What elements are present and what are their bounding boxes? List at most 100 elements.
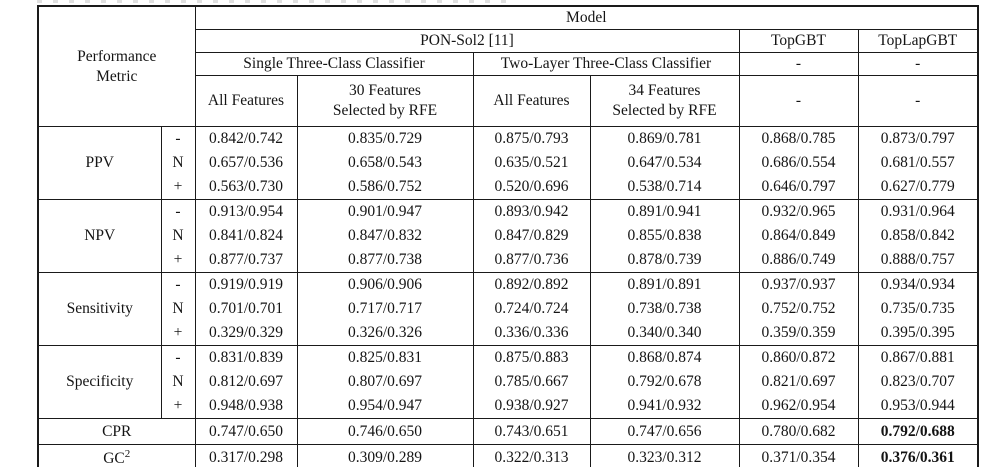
value-cell: 0.875/0.793 xyxy=(472,126,590,151)
value-cell: 0.868/0.785 xyxy=(738,126,858,151)
table-row: +0.877/0.737 0.877/0.738 0.877/0.736 0.878/… xyxy=(38,248,979,273)
value-cell: 0.326/0.326 xyxy=(296,321,473,346)
value-cell: 0.864/0.849 xyxy=(738,224,858,248)
value-cell: 0.913/0.954 xyxy=(194,199,297,224)
class-sign: - xyxy=(160,345,195,370)
table-row: Specificity -0.831/0.839 0.825/0.831 0.875/… xyxy=(37,345,979,419)
table-row: Sensitivity -0.919/0.919 0.906/0.906 0.892/… xyxy=(37,272,979,346)
header-single-classifier: Single Three-Class Classifier xyxy=(194,52,474,76)
cropped-caption-remnant xyxy=(37,0,507,3)
header-model: Model xyxy=(194,5,979,30)
value-cell: 0.878/0.739 xyxy=(589,248,739,273)
value-cell: 0.858/0.842 xyxy=(857,224,979,248)
value-cell: 0.841/0.824 xyxy=(194,224,297,248)
value-cell: 0.686/0.554 xyxy=(738,151,858,175)
value-cell: 0.724/0.724 xyxy=(472,297,590,321)
value-cell: 0.855/0.838 xyxy=(589,224,739,248)
value-cell: 0.322/0.313 xyxy=(472,444,590,467)
value-cell: 0.831/0.839 xyxy=(194,345,297,370)
class-sign: N xyxy=(160,370,195,394)
table-row: PPV -0.842/0.742 0.835/0.729 0.875/0.793 0.8… xyxy=(37,126,979,200)
value-cell: 0.877/0.737 xyxy=(194,248,297,273)
table-row: GC2 0.317/0.298 0.309/0.289 0.322/0.313 0.32… xyxy=(37,444,979,467)
value-cell: 0.953/0.944 xyxy=(857,394,979,419)
value-cell: 0.395/0.395 xyxy=(857,321,979,346)
value-cell: 0.937/0.937 xyxy=(738,272,858,297)
table-row: +0.563/0.730 0.586/0.752 0.520/0.696 0.538/… xyxy=(38,175,979,200)
metric-label: NPV xyxy=(37,199,161,273)
value-cell: 0.893/0.942 xyxy=(472,199,590,224)
value-cell: 0.886/0.749 xyxy=(738,248,858,273)
header-toplapgbt: TopLapGBT xyxy=(857,29,979,53)
value-cell: 0.586/0.752 xyxy=(296,175,473,200)
class-sign: N xyxy=(160,297,195,321)
class-sign: N xyxy=(160,224,195,248)
value-cell: 0.860/0.872 xyxy=(738,345,858,370)
header-topgbt-features-dash: - xyxy=(738,75,859,127)
value-cell: 0.888/0.757 xyxy=(857,248,979,273)
value-cell: 0.821/0.697 xyxy=(738,370,858,394)
class-sign: + xyxy=(160,248,195,273)
header-toplapgbt-dash: - xyxy=(857,52,979,76)
value-cell: 0.323/0.312 xyxy=(589,444,739,467)
value-cell: 0.747/0.650 xyxy=(194,418,297,445)
value-cell: 0.627/0.779 xyxy=(857,175,979,200)
value-cell: 0.877/0.736 xyxy=(472,248,590,273)
value-cell: 0.747/0.656 xyxy=(589,418,739,445)
value-cell: 0.359/0.359 xyxy=(738,321,858,346)
table-row: +0.948/0.938 0.954/0.947 0.938/0.927 0.941/… xyxy=(38,394,979,419)
class-sign: + xyxy=(160,321,195,346)
summary-label-superscript: 2 xyxy=(124,447,131,460)
value-cell: 0.746/0.650 xyxy=(296,418,473,445)
value-cell: 0.336/0.336 xyxy=(472,321,590,346)
performance-metrics-table: Performance Metric Model PON-Sol2 [11] T… xyxy=(37,5,980,467)
value-cell: 0.847/0.832 xyxy=(296,224,473,248)
metric-label: Specificity xyxy=(37,345,161,419)
value-cell: 0.938/0.927 xyxy=(472,394,590,419)
value-cell: 0.340/0.340 xyxy=(589,321,739,346)
value-cell: 0.646/0.797 xyxy=(738,175,858,200)
table-row: N 0.812/0.697 0.807/0.697 0.785/0.667 0.792/… xyxy=(38,370,979,394)
value-cell: 0.948/0.938 xyxy=(194,394,297,419)
header-30-features-rfe: 30 Features Selected by RFE xyxy=(296,75,474,127)
value-cell: 0.635/0.521 xyxy=(472,151,590,175)
value-cell: 0.738/0.738 xyxy=(589,297,739,321)
value-cell: 0.954/0.947 xyxy=(296,394,473,419)
value-cell: 0.892/0.892 xyxy=(472,272,590,297)
value-cell: 0.780/0.682 xyxy=(738,418,858,445)
value-cell: 0.735/0.735 xyxy=(857,297,979,321)
header-ponsol2: PON-Sol2 [11] xyxy=(194,29,740,53)
table-row: +0.329/0.329 0.326/0.326 0.336/0.336 0.340/… xyxy=(38,321,979,346)
corner-header-performance-metric: Performance Metric xyxy=(37,5,196,127)
value-cell: 0.785/0.667 xyxy=(472,370,590,394)
value-cell: 0.931/0.964 xyxy=(857,199,979,224)
value-cell: 0.875/0.883 xyxy=(472,345,590,370)
value-cell: 0.868/0.874 xyxy=(589,345,739,370)
value-cell: 0.681/0.557 xyxy=(857,151,979,175)
header-row-classifiers: Single Three-Class Classifier Two-Layer … xyxy=(38,52,979,76)
value-cell: 0.792/0.688 xyxy=(857,418,979,445)
table-row: N 0.657/0.536 0.658/0.543 0.635/0.521 0.647/… xyxy=(38,151,979,175)
value-cell: 0.873/0.797 xyxy=(857,126,979,151)
value-cell: 0.847/0.829 xyxy=(472,224,590,248)
value-cell: 0.376/0.361 xyxy=(857,444,979,467)
value-cell: 0.867/0.881 xyxy=(857,345,979,370)
table-row: NPV -0.913/0.954 0.901/0.947 0.893/0.942 0.8… xyxy=(37,199,979,273)
value-cell: 0.792/0.678 xyxy=(589,370,739,394)
value-cell: 0.932/0.965 xyxy=(738,199,858,224)
value-cell: 0.962/0.954 xyxy=(738,394,858,419)
value-cell: 0.842/0.742 xyxy=(194,126,297,151)
value-cell: 0.823/0.707 xyxy=(857,370,979,394)
summary-label: CPR xyxy=(37,418,195,445)
header-row-model-names: PON-Sol2 [11] TopGBT TopLapGBT xyxy=(38,29,979,53)
value-cell: 0.658/0.543 xyxy=(296,151,473,175)
table-body: PPV -0.842/0.742 0.835/0.729 0.875/0.793 0.8… xyxy=(37,126,979,467)
header-topgbt: TopGBT xyxy=(738,29,859,53)
value-cell: 0.752/0.752 xyxy=(738,297,858,321)
value-cell: 0.317/0.298 xyxy=(194,444,297,467)
value-cell: 0.309/0.289 xyxy=(296,444,473,467)
header-topgbt-dash: - xyxy=(738,52,859,76)
class-sign: + xyxy=(160,175,195,200)
header-toplapgbt-features-dash: - xyxy=(857,75,979,127)
